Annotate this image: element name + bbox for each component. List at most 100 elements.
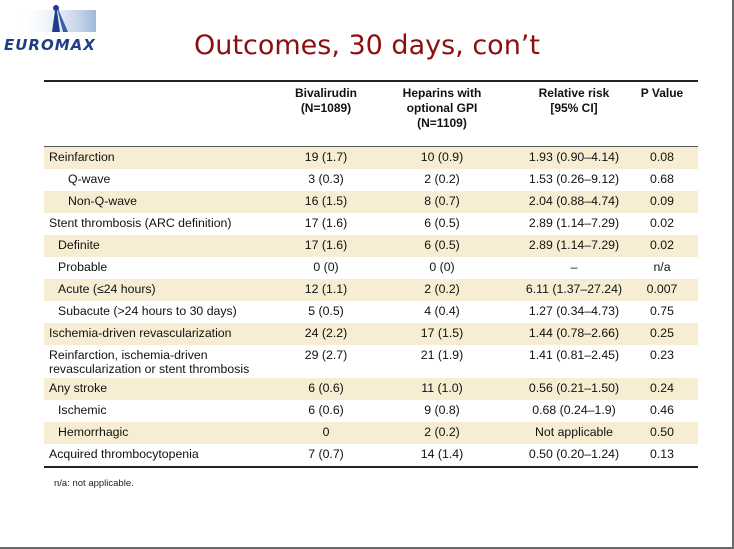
p-value: 0.09 [650, 194, 674, 208]
relative-risk-value: 1.41 (0.81–2.45) [528, 348, 620, 362]
table-body: Reinfarction 19 (1.7) 10 (0.9) 1.93 (0.90–4… [44, 147, 698, 466]
row-label: Acute (≤24 hours) [58, 282, 156, 296]
heparins-value: 14 (1.4) [420, 447, 464, 461]
logo-text: EUROMAX [4, 36, 96, 54]
header-relative-risk: Relative risk [95% CI] [538, 86, 610, 115]
table-row: Definite 17 (1.6) 6 (0.5) 2.89 (1.14–7.29) 0… [44, 235, 698, 257]
table-row: Any stroke 6 (0.6) 11 (1.0) 0.56 (0.21–1.50… [44, 378, 698, 400]
relative-risk-value: 0.50 (0.20–1.24) [528, 447, 620, 461]
p-value: 0.24 [650, 381, 674, 395]
table-row: Acquired thrombocytopenia 7 (0.7) 14 (1.4)… [44, 444, 698, 466]
row-label: Probable [58, 260, 108, 274]
bivalirudin-value: 3 (0.3) [308, 172, 344, 186]
bivalirudin-value: 6 (0.6) [308, 403, 344, 417]
relative-risk-value: 1.53 (0.26–9.12) [528, 172, 620, 186]
relative-risk-value: 0.68 (0.24–1.9) [532, 403, 616, 417]
heparins-value: 2 (0.2) [424, 425, 460, 439]
bivalirudin-value: 0 (0) [313, 260, 339, 274]
logo-graphic-icon [16, 4, 96, 32]
table-row: Ischemia-driven revascularization 24 (2.2… [44, 323, 698, 345]
relative-risk-value: – [570, 260, 578, 274]
relative-risk-value: 2.04 (0.88–4.74) [528, 194, 620, 208]
bivalirudin-value: 6 (0.6) [308, 381, 344, 395]
table-header: Bivalirudin (N=1089) Heparins with optio… [44, 82, 698, 146]
row-label: Reinfarction [49, 150, 115, 164]
relative-risk-value: 6.11 (1.37–27.24) [525, 282, 623, 296]
row-label: Definite [58, 238, 100, 252]
euromax-logo: EUROMAX [2, 2, 110, 58]
relative-risk-value: 1.27 (0.34–4.73) [528, 304, 620, 318]
p-value: n/a [653, 260, 671, 274]
relative-risk-value: 2.89 (1.14–7.29) [528, 216, 620, 230]
heparins-value: 2 (0.2) [424, 172, 460, 186]
table-row: Reinfarction, ischemia-driven revascular… [44, 345, 698, 378]
p-value: 0.75 [650, 304, 674, 318]
table-row: Stent thrombosis (ARC definition) 17 (1.6… [44, 213, 698, 235]
row-label: Ischemic [58, 403, 107, 417]
p-value: 0.08 [650, 150, 674, 164]
row-label: Hemorrhagic [58, 425, 129, 439]
table-row: Non-Q-wave 16 (1.5) 8 (0.7) 2.04 (0.88–4.74… [44, 191, 698, 213]
row-label: Reinfarction, ischemia-driven revascular… [49, 348, 250, 376]
footnote: n/a: not applicable. [54, 478, 134, 489]
heparins-value: 8 (0.7) [424, 194, 460, 208]
p-value: 0.02 [650, 238, 674, 252]
p-value: 0.25 [650, 326, 674, 340]
row-label: Acquired thrombocytopenia [49, 447, 199, 461]
row-label: Q-wave [68, 172, 111, 186]
bivalirudin-value: 19 (1.7) [304, 150, 348, 164]
bivalirudin-value: 5 (0.5) [308, 304, 344, 318]
table-header-rule [44, 146, 698, 147]
table-row: Subacute (>24 hours to 30 days) 5 (0.5) 4 … [44, 301, 698, 323]
page-title: Outcomes, 30 days, con’t [194, 30, 540, 61]
table-row: Hemorrhagic 0 2 (0.2) Not applicable 0.50 [44, 422, 698, 444]
table-bottom-rule [44, 466, 698, 468]
p-value: 0.007 [646, 282, 678, 296]
bivalirudin-value: 7 (0.7) [308, 447, 344, 461]
header-bivalirudin: Bivalirudin (N=1089) [294, 86, 357, 115]
heparins-value: 6 (0.5) [424, 238, 460, 252]
bivalirudin-value: 29 (2.7) [304, 348, 348, 362]
heparins-value: 10 (0.9) [420, 150, 464, 164]
header-heparins: Heparins with optional GPI (N=1109) [402, 86, 482, 130]
relative-risk-value: 0.56 (0.21–1.50) [528, 381, 620, 395]
table-row: Reinfarction 19 (1.7) 10 (0.9) 1.93 (0.90–4… [44, 147, 698, 169]
p-value: 0.13 [650, 447, 674, 461]
p-value: 0.68 [650, 172, 674, 186]
row-label: Ischemia-driven revascularization [49, 326, 232, 340]
row-label: Any stroke [49, 381, 108, 395]
row-label: Subacute (>24 hours to 30 days) [58, 304, 237, 318]
p-value: 0.50 [650, 425, 674, 439]
p-value: 0.46 [650, 403, 674, 417]
row-label: Stent thrombosis (ARC definition) [49, 216, 232, 230]
relative-risk-value: 1.93 (0.90–4.14) [528, 150, 620, 164]
table-row: Acute (≤24 hours) 12 (1.1) 2 (0.2) 6.11 (1.… [44, 279, 698, 301]
heparins-value: 4 (0.4) [424, 304, 460, 318]
p-value: 0.02 [650, 216, 674, 230]
heparins-value: 0 (0) [429, 260, 455, 274]
bivalirudin-value: 16 (1.5) [304, 194, 348, 208]
table-row: Ischemic 6 (0.6) 9 (0.8) 0.68 (0.24–1.9) 0.4… [44, 400, 698, 422]
bivalirudin-value: 24 (2.2) [304, 326, 348, 340]
relative-risk-value: 2.89 (1.14–7.29) [528, 238, 620, 252]
header-p-value: P Value [640, 86, 684, 100]
outcomes-table: Bivalirudin (N=1089) Heparins with optio… [44, 80, 698, 468]
heparins-value: 9 (0.8) [424, 403, 460, 417]
table-row: Probable 0 (0) 0 (0) – n/a [44, 257, 698, 279]
table-top-rule [44, 80, 698, 82]
p-value: 0.23 [650, 348, 674, 362]
row-label: Non-Q-wave [68, 194, 138, 208]
bivalirudin-value: 12 (1.1) [304, 282, 348, 296]
table-row: Q-wave 3 (0.3) 2 (0.2) 1.53 (0.26–9.12) 0.68 [44, 169, 698, 191]
bivalirudin-value: 17 (1.6) [304, 216, 348, 230]
relative-risk-value: Not applicable [535, 425, 613, 439]
heparins-value: 2 (0.2) [424, 282, 460, 296]
bivalirudin-value: 17 (1.6) [304, 238, 348, 252]
heparins-value: 17 (1.5) [420, 326, 464, 340]
heparins-value: 21 (1.9) [420, 348, 464, 362]
relative-risk-value: 1.44 (0.78–2.66) [528, 326, 620, 340]
bivalirudin-value: 0 [322, 425, 330, 439]
heparins-value: 11 (1.0) [421, 381, 463, 395]
heparins-value: 6 (0.5) [424, 216, 460, 230]
